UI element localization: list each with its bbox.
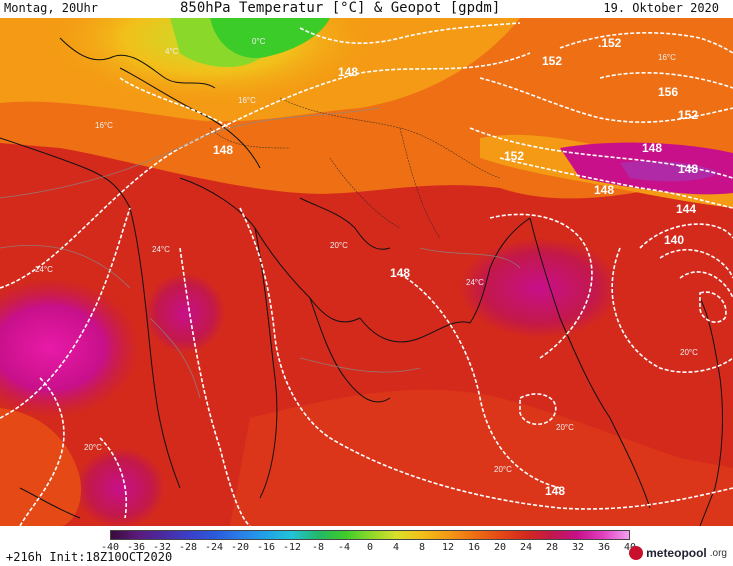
temperature-label: 24°C <box>35 265 53 274</box>
geopotential-label: 148 <box>213 143 234 157</box>
temperature-label: 20°C <box>84 443 102 452</box>
colorbar-tick-label: 8 <box>418 542 426 553</box>
colorbar-tick-label: -16 <box>256 542 276 553</box>
geopotential-label: 152 <box>504 149 525 163</box>
geopotential-label: 152 <box>678 108 699 122</box>
forecast-date: 19. Oktober 2020 <box>603 1 719 15</box>
colorbar-tick-label: 36 <box>597 542 611 553</box>
temperature-label: 20°C <box>680 348 698 357</box>
geopotential-label: 152 <box>542 54 563 68</box>
logo-suffix: .org <box>709 547 727 559</box>
temperature-label: 20°C <box>556 423 574 432</box>
temperature-label: 4°C <box>165 47 179 56</box>
colorbar-tick-label: -20 <box>230 542 250 553</box>
meteopool-logo[interactable]: meteopool .org <box>629 546 727 560</box>
chart-title: 850hPa Temperatur [°C] & Geopot [gpdm] <box>180 0 501 16</box>
geopotential-label: 156 <box>658 85 679 99</box>
temperature-label: 20°C <box>330 241 348 250</box>
temperature-colorbar <box>110 530 630 540</box>
geopotential-label: 148 <box>594 183 615 197</box>
colorbar-tick-label: 12 <box>441 542 455 553</box>
geopotential-label: .152 <box>598 36 622 50</box>
weather-map: 148 152 .152 156 152 148 148 148 148 152 144 140 148… <box>0 18 733 526</box>
colorbar-tick-label: 16 <box>467 542 481 553</box>
geopotential-label: 148 <box>642 141 663 155</box>
geopotential-label: 148 <box>678 162 699 176</box>
geopotential-contours <box>0 22 733 526</box>
colorbar-tick-label: 0 <box>366 542 374 553</box>
colorbar-tick-label: -40 <box>100 542 120 553</box>
temperature-label: 0°C <box>252 37 266 46</box>
temperature-label: 24°C <box>152 245 170 254</box>
logo-text: meteopool <box>646 546 707 560</box>
map-canvas <box>0 18 733 526</box>
colorbar-tick-label: 28 <box>545 542 559 553</box>
colorbar-tick-label: -28 <box>178 542 198 553</box>
chart-header: Montag, 20Uhr 850hPa Temperatur [°C] & G… <box>0 0 733 18</box>
geopotential-label: 140 <box>664 233 685 247</box>
temperature-label: 24°C <box>466 278 484 287</box>
geopotential-label: 148 <box>545 484 566 498</box>
geopotential-label: 148 <box>390 266 411 280</box>
forecast-time-label: Montag, 20Uhr <box>4 1 98 15</box>
init-label: +216h Init:18Z10OCT2020 <box>6 550 173 564</box>
colorbar-tick-label: -24 <box>204 542 224 553</box>
colorbar-tick-label: -32 <box>152 542 172 553</box>
geopotential-label: 144 <box>676 202 697 216</box>
temperature-label: 20°C <box>494 465 512 474</box>
geopotential-label: 148 <box>338 65 359 79</box>
colorbar-tick-label: 24 <box>519 542 533 553</box>
temperature-label: 16°C <box>95 121 113 130</box>
colorbar-tick-label: -36 <box>126 542 146 553</box>
logo-icon <box>629 546 644 560</box>
colorbar-ticks: -40 -36 -32 -28 -24 -20 -16 -12 -8 -4 0 4 8 12 16 20 24 2… <box>101 542 636 556</box>
colorbar-tick-label: 32 <box>571 542 585 553</box>
temperature-label: 16°C <box>238 96 256 105</box>
chart-footer: -40 -36 -32 -28 -24 -20 -16 -12 -8 -4 0 4 8 12 16 20 24 2… <box>0 526 733 566</box>
temperature-label: 16°C <box>658 53 676 62</box>
colorbar-tick-label: -4 <box>337 542 351 553</box>
colorbar-tick-label: 20 <box>493 542 507 553</box>
colorbar-tick-label: 4 <box>392 542 400 553</box>
colorbar-tick-label: -12 <box>282 542 302 553</box>
colorbar-tick-label: -8 <box>311 542 325 553</box>
